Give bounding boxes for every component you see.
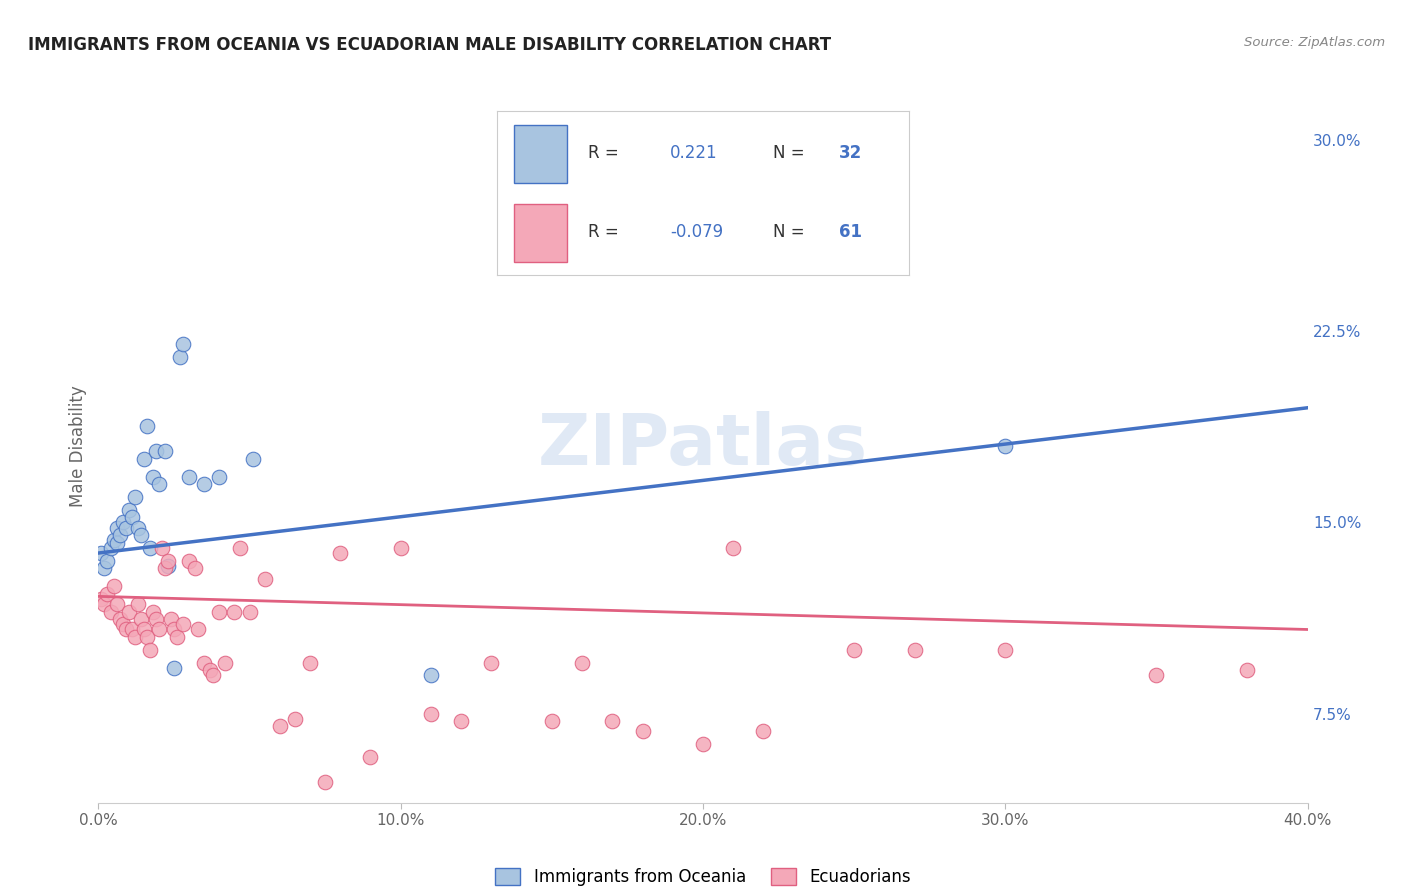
Point — [450, 714, 472, 729]
Point — [142, 469, 165, 483]
Point — [172, 617, 194, 632]
Point — [153, 444, 176, 458]
Point — [692, 737, 714, 751]
Point — [118, 605, 141, 619]
Point — [214, 656, 236, 670]
Point — [329, 546, 352, 560]
Point — [253, 572, 276, 586]
Point — [156, 558, 179, 573]
Point — [103, 533, 125, 548]
Point — [179, 554, 201, 568]
Point — [93, 561, 115, 575]
Point — [132, 623, 155, 637]
Point — [571, 656, 593, 670]
Point — [540, 714, 562, 729]
Legend: Immigrants from Oceania, Ecuadorians: Immigrants from Oceania, Ecuadorians — [488, 861, 918, 892]
Point — [752, 724, 775, 739]
Point — [111, 516, 134, 530]
Point — [904, 643, 927, 657]
Point — [132, 451, 155, 466]
Point — [127, 520, 149, 534]
Point — [103, 579, 125, 593]
Point — [389, 541, 412, 555]
Point — [93, 597, 115, 611]
Point — [994, 643, 1017, 657]
Point — [150, 541, 173, 555]
Point — [90, 546, 112, 560]
Point — [420, 706, 443, 721]
Point — [481, 656, 503, 670]
Point — [148, 623, 170, 637]
Point — [160, 612, 183, 626]
Point — [163, 623, 186, 637]
Point — [314, 775, 336, 789]
Text: ZIPatlas: ZIPatlas — [538, 411, 868, 481]
Point — [139, 643, 162, 657]
Point — [1236, 663, 1258, 677]
Point — [420, 668, 443, 682]
Point — [100, 605, 122, 619]
Point — [299, 656, 322, 670]
Point — [124, 630, 146, 644]
Point — [145, 444, 167, 458]
Point — [108, 528, 131, 542]
Text: Source: ZipAtlas.com: Source: ZipAtlas.com — [1244, 36, 1385, 49]
Point — [96, 554, 118, 568]
Point — [200, 663, 222, 677]
Point — [602, 714, 624, 729]
Point — [239, 605, 262, 619]
Point — [145, 612, 167, 626]
Point — [153, 561, 176, 575]
Point — [105, 597, 128, 611]
Point — [118, 502, 141, 516]
Point — [114, 623, 136, 637]
Point — [156, 554, 179, 568]
Y-axis label: Male Disability: Male Disability — [69, 385, 87, 507]
Point — [129, 528, 152, 542]
Point — [124, 490, 146, 504]
Point — [193, 656, 215, 670]
Point — [142, 605, 165, 619]
Point — [172, 337, 194, 351]
Point — [208, 469, 231, 483]
Point — [148, 477, 170, 491]
Point — [135, 630, 157, 644]
Point — [187, 623, 209, 637]
Point — [169, 350, 191, 364]
Point — [994, 439, 1017, 453]
Point — [121, 623, 143, 637]
Point — [224, 605, 246, 619]
Point — [100, 541, 122, 555]
Point — [229, 541, 252, 555]
Point — [105, 520, 128, 534]
Point — [844, 643, 866, 657]
Point — [105, 536, 128, 550]
Point — [114, 520, 136, 534]
Point — [90, 591, 112, 606]
Point — [111, 617, 134, 632]
Point — [202, 668, 225, 682]
Point — [127, 597, 149, 611]
Point — [121, 510, 143, 524]
Point — [184, 561, 207, 575]
Point — [723, 541, 745, 555]
Point — [242, 451, 264, 466]
Point — [166, 630, 188, 644]
Point — [208, 605, 231, 619]
Point — [163, 661, 186, 675]
Point — [269, 719, 291, 733]
Point — [631, 724, 654, 739]
Point — [139, 541, 162, 555]
Point — [108, 612, 131, 626]
Point — [284, 712, 307, 726]
Point — [179, 469, 201, 483]
Point — [135, 418, 157, 433]
Point — [193, 477, 215, 491]
Text: IMMIGRANTS FROM OCEANIA VS ECUADORIAN MALE DISABILITY CORRELATION CHART: IMMIGRANTS FROM OCEANIA VS ECUADORIAN MA… — [28, 36, 831, 54]
Point — [129, 612, 152, 626]
Point — [360, 750, 382, 764]
Point — [1144, 668, 1167, 682]
Point — [96, 587, 118, 601]
